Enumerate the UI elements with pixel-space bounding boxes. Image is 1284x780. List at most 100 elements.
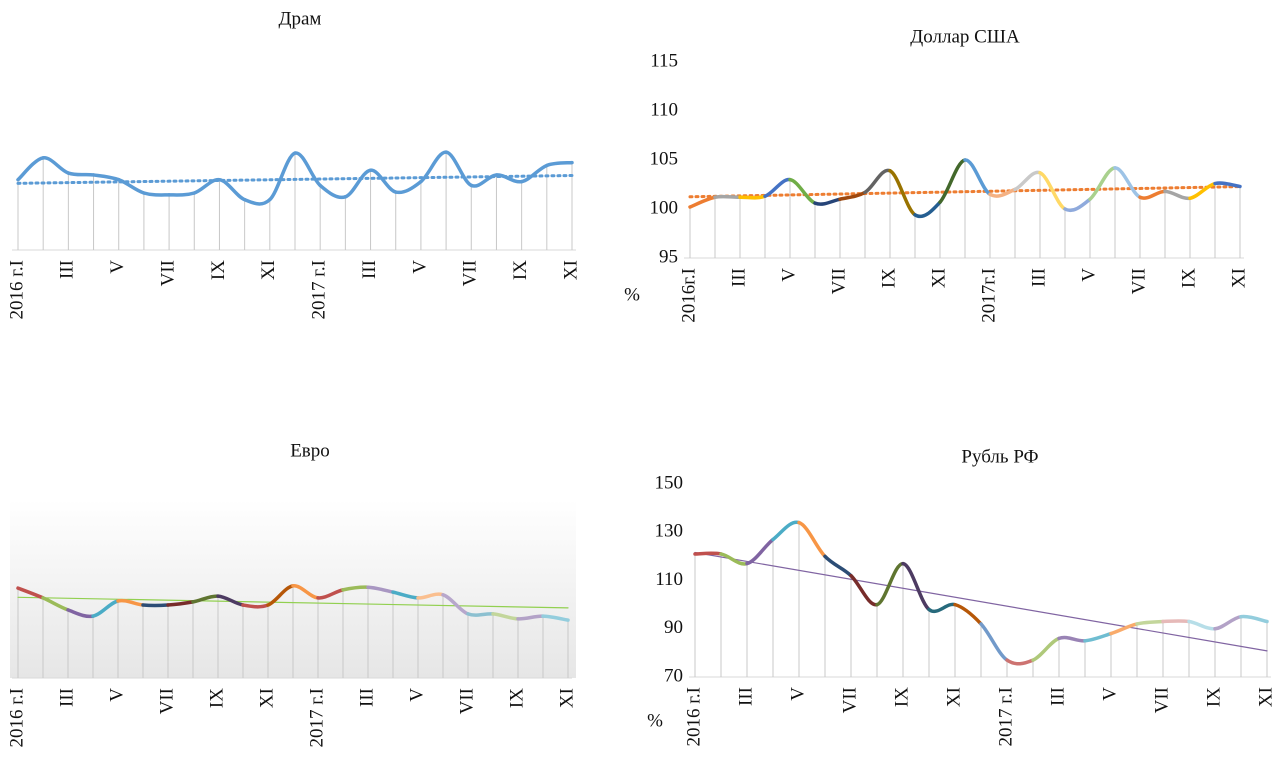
x-tick-label: V	[409, 260, 430, 274]
x-tick-label: VII	[1128, 268, 1149, 294]
x-tick-label: XI	[1228, 268, 1249, 288]
line-segment	[1109, 622, 1139, 636]
unit-label: %	[647, 710, 663, 731]
x-tick-label: III	[56, 688, 77, 707]
y-tick-label: 70	[664, 665, 683, 686]
line-segment	[988, 187, 1017, 198]
x-tick-label: IX	[1203, 687, 1224, 707]
line-segment	[391, 590, 420, 600]
x-tick-label: IX	[1178, 268, 1199, 288]
chart-title: Рубль РФ	[961, 446, 1038, 467]
line-segment	[1138, 189, 1167, 200]
line-segment	[16, 586, 45, 600]
y-tick-label: 105	[650, 148, 679, 169]
line-segment	[494, 173, 524, 184]
x-tick-label: VII	[460, 260, 481, 286]
x-tick-label: VII	[1151, 687, 1172, 713]
line-segment	[116, 177, 146, 195]
line-segment	[953, 602, 983, 626]
x-tick-label: IX	[878, 268, 899, 288]
x-tick-label: IX	[208, 260, 229, 280]
line-segment	[1187, 619, 1217, 631]
x-tick-label: XI	[943, 687, 964, 707]
trendline	[694, 551, 1268, 652]
chart-title: Драм	[279, 8, 322, 29]
line-segment	[913, 200, 942, 219]
line-segment	[469, 173, 499, 188]
x-tick-label: V	[1078, 268, 1099, 282]
y-tick-label: 90	[664, 617, 683, 638]
x-tick-label: 2016 г.I	[6, 688, 27, 747]
y-tick-label: 100	[650, 197, 679, 218]
x-tick-label: 2017г.I	[978, 268, 999, 323]
line-segment	[771, 520, 801, 542]
line-segment	[241, 603, 270, 609]
x-tick-label: IX	[510, 260, 531, 280]
line-segment	[738, 194, 767, 200]
line-segment	[191, 594, 220, 604]
line-segment	[343, 168, 373, 199]
line-segment	[1113, 166, 1142, 199]
x-tick-label: 2017 г.I	[309, 260, 330, 319]
line-segment	[788, 177, 817, 205]
line-segment	[167, 191, 197, 197]
y-tick-label: 95	[659, 246, 678, 267]
x-tick-label: III	[57, 260, 78, 279]
x-tick-label: V	[778, 268, 799, 282]
line-segment	[16, 156, 45, 182]
line-segment	[444, 150, 474, 188]
x-tick-label: III	[359, 260, 380, 279]
line-segment	[316, 588, 345, 600]
x-tick-label: III	[356, 688, 377, 707]
line-segment	[242, 197, 272, 206]
y-tick-label: 110	[655, 569, 683, 590]
line-segment	[888, 169, 917, 217]
x-tick-label: V	[1099, 687, 1120, 701]
x-tick-label: VII	[839, 687, 860, 713]
line-segment	[1188, 181, 1217, 200]
line-segment	[1088, 166, 1117, 201]
y-tick-label: 130	[655, 521, 684, 542]
x-tick-label: V	[406, 688, 427, 702]
line-segment	[823, 554, 853, 578]
line-segment	[393, 179, 423, 195]
line-segment	[216, 594, 245, 607]
line-segment	[693, 551, 723, 556]
line-segment	[1213, 614, 1243, 631]
line-segment	[1005, 658, 1035, 666]
x-tick-label: III	[1047, 687, 1068, 706]
line-segment	[1083, 631, 1113, 643]
line-segment	[41, 596, 70, 612]
x-tick-label: VII	[156, 688, 177, 714]
line-segment	[466, 612, 495, 617]
line-segment	[849, 573, 879, 607]
x-tick-label: 2017 г.I	[995, 687, 1016, 746]
x-tick-label: XI	[928, 268, 949, 288]
y-tick-label: 110	[650, 99, 678, 120]
line-segment	[192, 177, 222, 195]
line-segment	[1239, 614, 1269, 624]
line-segment	[875, 561, 905, 607]
line-segment	[927, 602, 957, 613]
trendline	[16, 174, 574, 185]
line-segment	[116, 598, 145, 607]
chart-title: Доллар США	[910, 26, 1020, 47]
x-tick-label: III	[1028, 268, 1049, 287]
y-tick-label: 115	[650, 50, 678, 71]
x-tick-label: III	[728, 268, 749, 287]
line-segment	[166, 600, 195, 607]
line-segment	[979, 622, 1009, 662]
x-tick-label: IX	[206, 688, 227, 708]
x-tick-label: XI	[258, 260, 279, 280]
x-tick-label: XI	[560, 260, 581, 280]
line-segment	[142, 191, 171, 197]
line-segment	[838, 190, 867, 201]
line-segment	[1013, 170, 1042, 192]
chart-title: Евро	[290, 440, 330, 461]
line-segment	[963, 158, 992, 197]
line-segment	[1135, 619, 1165, 626]
line-segment	[863, 168, 892, 195]
unit-label: %	[624, 284, 640, 305]
line-segment	[66, 171, 96, 177]
